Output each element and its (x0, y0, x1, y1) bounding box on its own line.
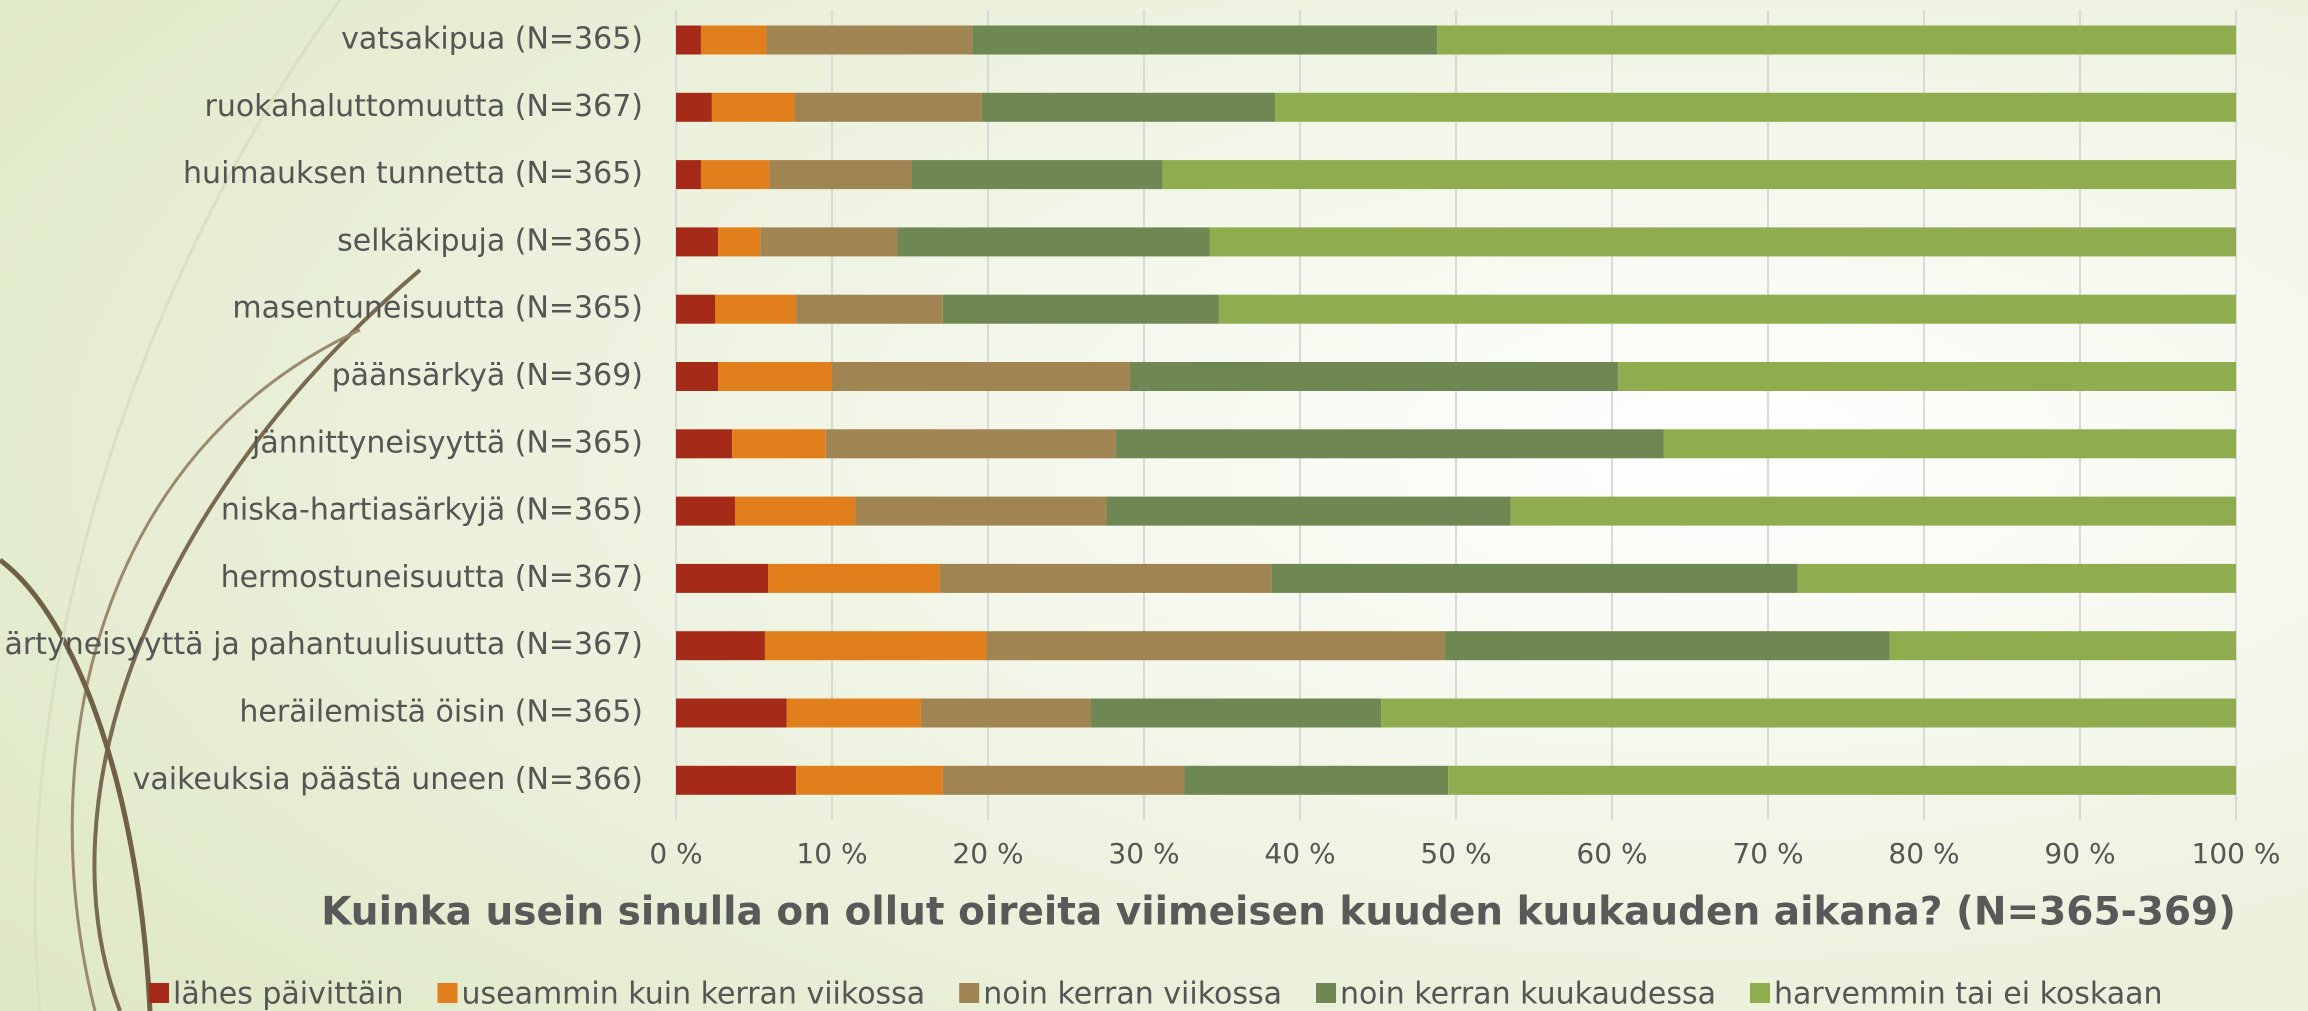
bar-segment (676, 25, 701, 55)
x-tick-label: 60 % (1576, 837, 1647, 870)
bar-segment (764, 631, 987, 661)
bar-segment (796, 294, 943, 324)
bar-segment (676, 294, 715, 324)
bar-segment (825, 429, 1116, 459)
bar-segment (1275, 92, 2236, 122)
legend-swatch (959, 983, 980, 1003)
category-label: masentuneisuutta (N=365) (232, 291, 643, 326)
decor-curve (33, 0, 342, 1011)
bar-segment (769, 160, 912, 190)
chart-title: Kuinka usein sinulla on ollut oireita vi… (321, 890, 2236, 935)
x-tick-label: 90 % (2044, 837, 2115, 870)
bar-segment (1090, 698, 1382, 728)
bar-segment (676, 631, 765, 661)
bar-segment (676, 429, 733, 459)
x-tick-label: 40 % (1264, 837, 1335, 870)
bar-segment (1510, 496, 2236, 526)
category-label: vatsakipua (N=365) (341, 22, 643, 57)
bar-segment (1889, 631, 2236, 661)
bar-segment (676, 92, 712, 122)
category-label: päänsärkyä (N=369) (332, 358, 643, 393)
bar-segment (700, 25, 767, 55)
bar-segment (1271, 563, 1798, 593)
legend-swatch (437, 983, 458, 1003)
bar-segment (1663, 429, 2236, 459)
category-label: ärtyneisyyttä ja pahantuulisuutta (N=367… (4, 627, 643, 662)
bar-segment (855, 496, 1107, 526)
bar-segment (1445, 631, 1890, 661)
bar-segment (1448, 765, 2236, 795)
bar-segment (700, 160, 770, 190)
category-label: selkäkipuja (N=365) (337, 223, 643, 258)
bar-segment (981, 92, 1276, 122)
bar-segment (732, 429, 826, 459)
bar-segment (1184, 765, 1449, 795)
bar-segment (676, 496, 736, 526)
bar-segment (676, 698, 787, 728)
x-tick-label: 30 % (1108, 837, 1179, 870)
decor-curve (70, 328, 361, 1011)
bar-segment (832, 362, 1130, 391)
category-label: heräilemistä öisin (N=365) (239, 695, 643, 730)
bar-segment (1218, 294, 2236, 324)
bar-segment (766, 25, 973, 55)
bar-segment (1618, 362, 2236, 391)
category-label: vaikeuksia päästä uneen (N=366) (133, 762, 643, 797)
bar-segment (768, 563, 940, 593)
bar-segment (760, 227, 898, 257)
x-tick-label: 70 % (1732, 837, 1803, 870)
bar-segment (939, 563, 1272, 593)
bar-segment (897, 227, 1210, 257)
bar-segment (676, 160, 701, 190)
bar-segment (1106, 496, 1511, 526)
legend-label: useammin kuin kerran viikossa (461, 977, 925, 1011)
bar-segment (1115, 429, 1664, 459)
category-label: ruokahaluttomuutta (N=367) (204, 89, 643, 124)
bar-segment (794, 92, 982, 122)
bar-segment (715, 294, 797, 324)
bar-segment (1381, 698, 2236, 728)
bar-segment (711, 92, 795, 122)
bar-segment (1437, 25, 2236, 55)
legend-swatch (1316, 983, 1337, 1003)
bar-segment (796, 765, 943, 795)
legend-swatch (1749, 983, 1770, 1003)
category-label: jännittyneisyyttä (N=365) (251, 425, 643, 460)
bar-segment (1129, 362, 1619, 391)
legend-label: noin kerran viikossa (983, 977, 1282, 1011)
category-label: hermostuneisuutta (N=367) (221, 560, 643, 595)
bar-segment (718, 362, 832, 391)
bar-segment (718, 227, 761, 257)
x-tick-label: 10 % (796, 837, 867, 870)
x-tick-label: 0 % (649, 837, 702, 870)
bar-segment (942, 765, 1185, 795)
bar-segment (676, 227, 719, 257)
decor-curve (92, 268, 422, 1011)
bar-segment (972, 25, 1438, 55)
bar-segment (911, 160, 1163, 190)
x-tick-label: 20 % (952, 837, 1023, 870)
legend-label: noin kerran kuukaudessa (1340, 977, 1716, 1011)
x-tick-label: 80 % (1888, 837, 1959, 870)
legend-swatch (149, 983, 169, 1003)
bar-segment (1797, 563, 2236, 593)
bar-segment (1209, 227, 2236, 257)
bar-segment (786, 698, 921, 728)
category-label: niska-hartiasärkyjä (N=365) (221, 493, 643, 528)
bar-segment (676, 563, 769, 593)
x-tick-label: 50 % (1420, 837, 1491, 870)
bar-segment (942, 294, 1219, 324)
bar-segment (676, 362, 719, 391)
legend-label: harvemmin tai ei koskaan (1774, 977, 2163, 1011)
bar-segment (920, 698, 1091, 728)
legend-label: lähes päivittäin (173, 977, 403, 1011)
bar-segment (986, 631, 1446, 661)
x-tick-label: 100 % (2192, 837, 2281, 870)
bar-segment (1162, 160, 2236, 190)
bar-segment (676, 765, 797, 795)
bar-segment (735, 496, 856, 526)
category-label: huimauksen tunnetta (N=365) (183, 156, 643, 191)
decor-curve (0, 558, 153, 1011)
